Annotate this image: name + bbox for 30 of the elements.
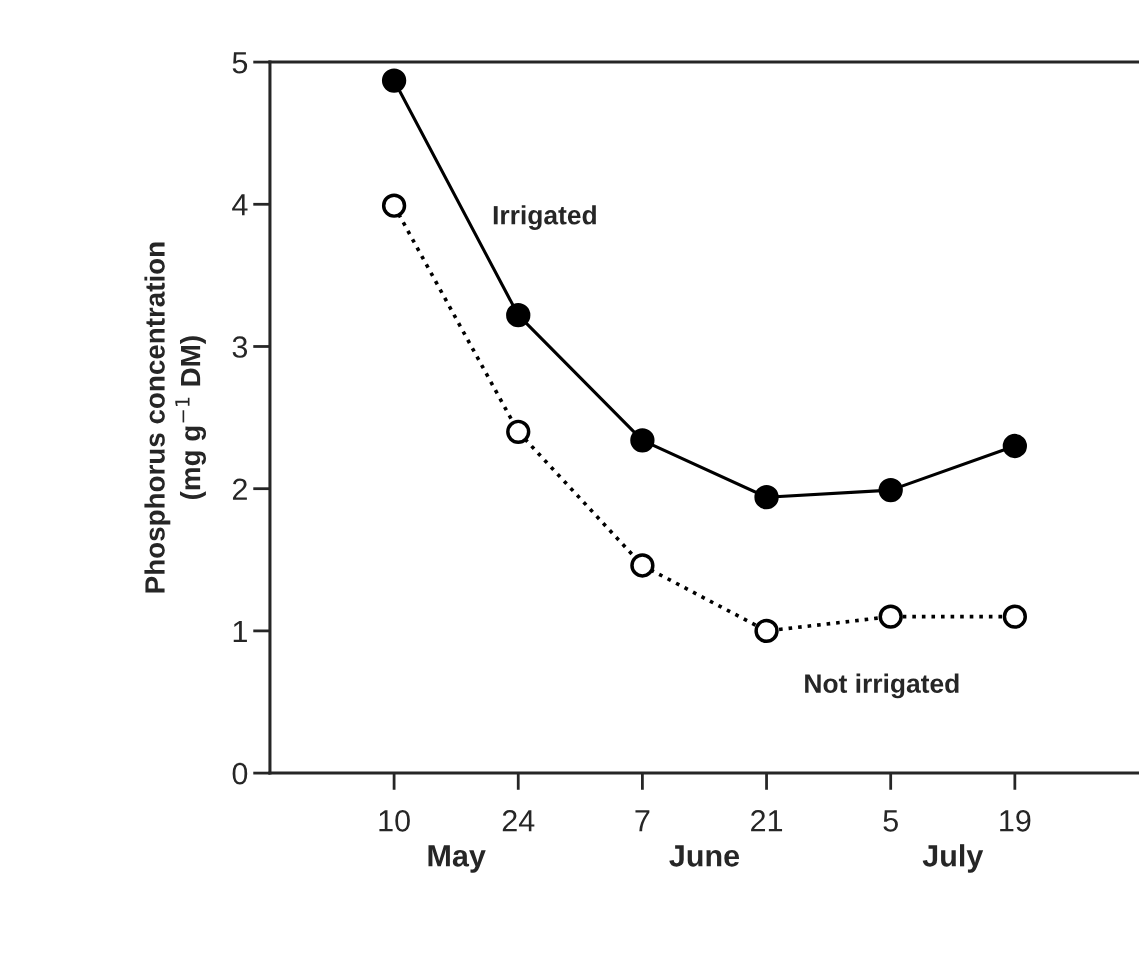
x-tick-label: 5	[883, 810, 898, 832]
x-tick-label: 7	[635, 810, 650, 832]
x-tick-label: 24	[502, 810, 535, 832]
y-tick-label: 5	[232, 52, 248, 74]
point	[878, 604, 903, 629]
y-tick-label: 1	[233, 620, 247, 642]
point	[381, 68, 407, 93]
point	[506, 303, 531, 328]
x-tick-label: 19	[1000, 810, 1031, 832]
point	[630, 428, 655, 453]
point	[1002, 433, 1028, 459]
point	[1002, 604, 1028, 629]
point	[878, 477, 903, 503]
x-tick-label: 21	[751, 810, 783, 832]
y-axis-title: Phosphorus concentration (mg g$^{−1}$ DM)	[144, 242, 207, 593]
point	[754, 618, 779, 644]
x-tick-label: 10	[379, 810, 410, 832]
y-tick-label: 0	[232, 762, 248, 785]
series-label: Not irrigated	[805, 673, 959, 699]
y-tick-label: 4	[232, 194, 248, 216]
point	[381, 193, 407, 218]
text: May	[428, 845, 486, 873]
point	[754, 485, 779, 510]
text: July	[922, 844, 984, 873]
y-tick-label: 3	[232, 336, 248, 358]
y-tick-label: 2	[232, 478, 247, 500]
point	[630, 553, 655, 578]
text: June	[669, 845, 740, 867]
series-label: Irrigated	[493, 205, 596, 230]
point	[506, 419, 531, 444]
